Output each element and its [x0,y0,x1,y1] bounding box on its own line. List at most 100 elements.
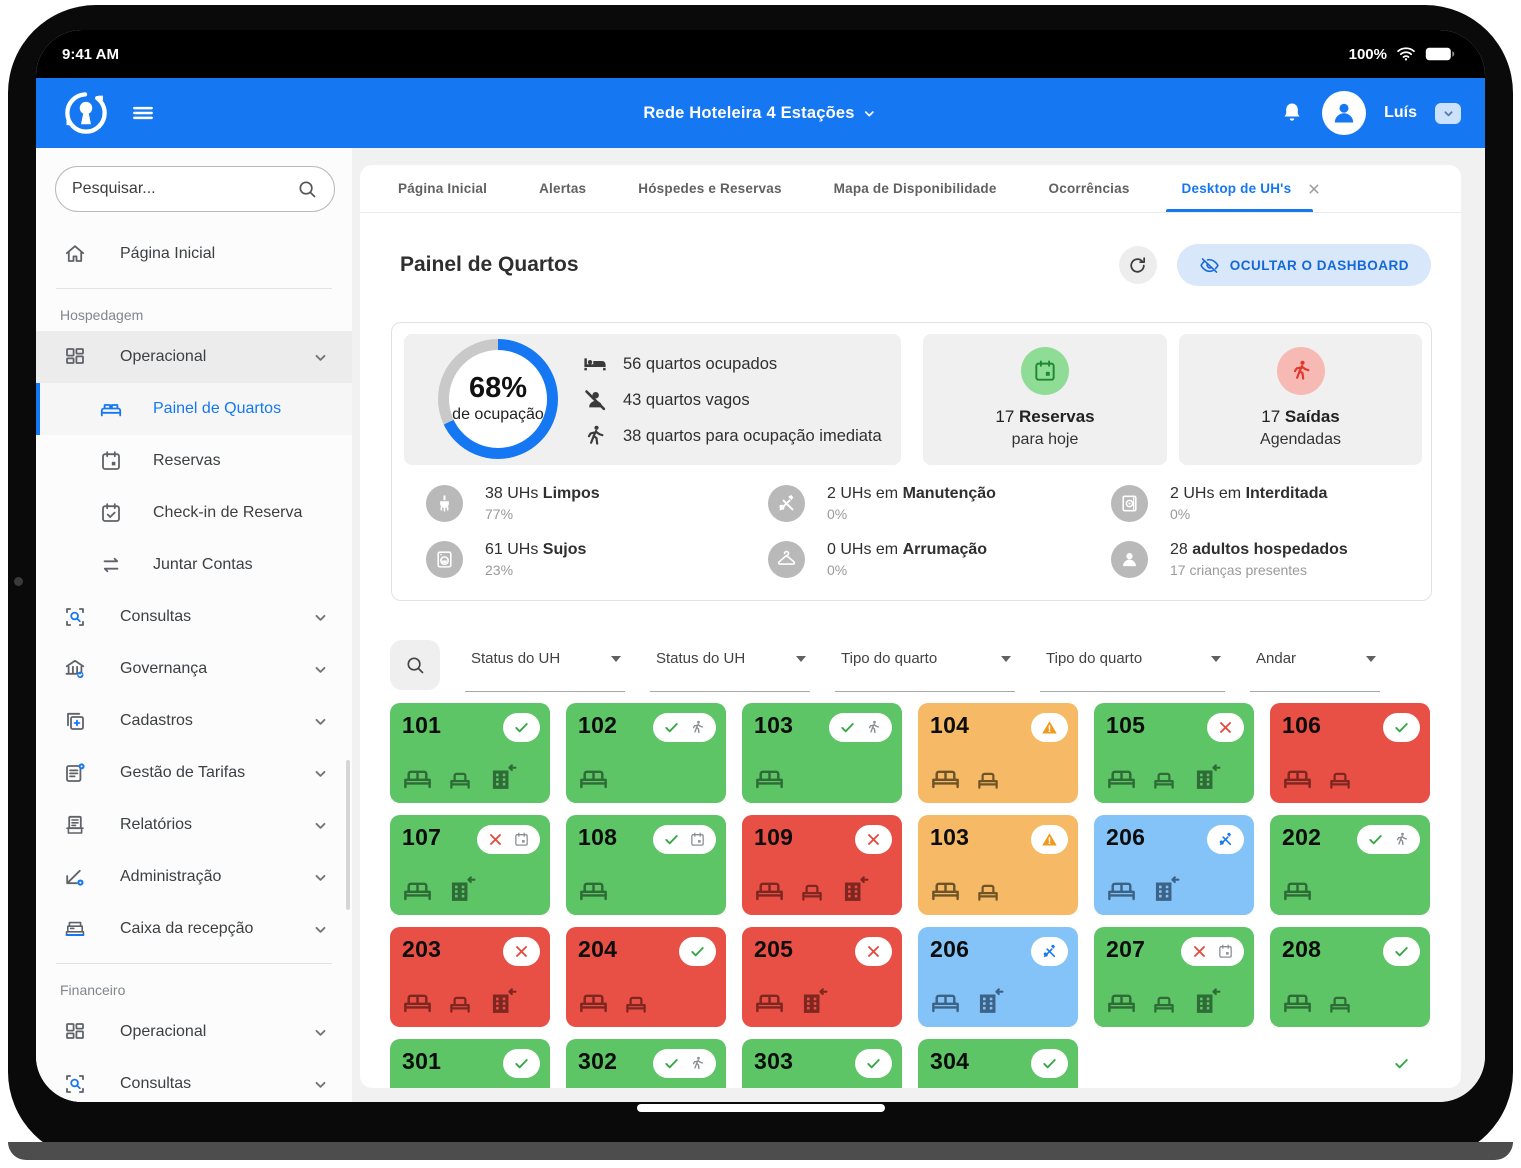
calendar-icon [689,831,706,848]
sidebar-item-check-in-de-reserva[interactable]: Check-in de Reserva [36,487,352,539]
room-card-105[interactable]: 105 [1094,703,1254,803]
tab-mapa-de-disponibilidade[interactable]: Mapa de Disponibilidade [808,165,1023,212]
filter-status-do-uh-1[interactable]: Status do UH [465,640,625,692]
tab-hospedes-e-reservas[interactable]: Hóspedes e Reservas [612,165,807,212]
hotel-selector[interactable]: Rede Hoteleira 4 Estações [643,104,877,123]
sidebar-item-juntar-contas[interactable]: Juntar Contas [36,539,352,591]
departures-card: 17 Saídas Agendadas [1179,334,1422,465]
bed-single-icon [446,989,474,1017]
room-card-203[interactable]: 203 [390,927,550,1027]
home-icon [63,242,87,266]
sidebar-item-caixa-da-recepcao[interactable]: Caixa da recepção [36,903,352,955]
sidebar-item-relatorios[interactable]: Relatórios [36,799,352,851]
brush-icon [434,493,455,514]
room-card-202[interactable]: 202 [1270,815,1430,915]
calendar-check-icon [99,501,123,525]
room-bed-icons [930,986,1005,1017]
hide-dashboard-label: OCULTAR O DASHBOARD [1229,257,1409,273]
filter-status-do-uh-2[interactable]: Status do UH [650,640,810,692]
room-card-108[interactable]: 108 [566,815,726,915]
tab-desktop-de-uh-s[interactable]: Desktop de UH's [1156,165,1348,212]
sidebar-item-pagina-inicial[interactable]: Página Inicial [36,228,352,280]
room-card-109[interactable]: 109 [742,815,902,915]
occupancy-item-text: 43 quartos vagos [623,390,750,409]
sidebar-section-label: Financeiro [60,982,126,998]
room-card-301[interactable]: 301 [390,1039,550,1088]
room-card-103[interactable]: 103 [918,815,1078,915]
tab-label: Mapa de Disponibilidade [833,181,997,196]
menu-icon[interactable] [130,100,156,126]
sidebar: Pesquisar... Página Inicial Hospedagem Ope… [36,148,352,1102]
room-number: 108 [578,824,618,850]
close-tab-icon[interactable] [1307,182,1321,196]
sidebar-item-operacional[interactable]: Operacional [36,331,352,383]
sidebar-item-consultas[interactable]: Consultas [36,591,352,643]
tab-pagina-inicial[interactable]: Página Inicial [372,165,513,212]
notifications-bell-icon[interactable] [1280,101,1304,125]
room-card-302[interactable]: 302 [566,1039,726,1088]
room-card-107[interactable]: 107 [390,815,550,915]
sidebar-item-label: Check-in de Reserva [153,504,303,521]
room-card-205[interactable]: 205 [742,927,902,1027]
avatar[interactable] [1322,91,1367,135]
tools-icon [776,493,797,514]
stat-interditada: 2 UHs em Interditada 0% [1111,475,1421,531]
app-header: Rede Hoteleira 4 Estações Luís [36,78,1485,148]
sidebar-item-reservas[interactable]: Reservas [36,435,352,487]
room-status-pill [1207,825,1244,854]
room-card-207[interactable]: 207 [1094,927,1254,1027]
room-status-pill [653,825,716,854]
sidebar-item-governanca[interactable]: Governança [36,643,352,695]
sidebar-scrollbar[interactable] [346,760,350,910]
search-frame-icon [63,605,87,629]
sidebar-item-label: Reservas [153,452,221,469]
user-menu-chevron[interactable] [1435,102,1461,124]
bed-double-icon [1106,874,1137,905]
room-card[interactable] [1270,1039,1430,1088]
tab-ocorrencias[interactable]: Ocorrências [1023,165,1156,212]
room-card-103[interactable]: 103 [742,703,902,803]
room-card-303[interactable]: 303 [742,1039,902,1088]
room-bed-icons [1282,986,1354,1017]
refresh-icon [1127,255,1148,276]
tab-bar: Página Inicial Alertas Hóspedes e Reservas… [360,165,1461,213]
sidebar-item-administracao[interactable]: Administração [36,851,352,903]
search-frame-icon [63,1072,87,1096]
search-input[interactable]: Pesquisar... [55,166,335,212]
room-card-208[interactable]: 208 [1270,927,1430,1027]
sidebar-item-painel-de-quartos[interactable]: Painel de Quartos [36,383,352,435]
room-bed-icons [754,874,870,905]
room-status-pill [1383,713,1420,742]
sidebar-item-label: Governança [120,660,208,677]
grid-icon [63,1020,87,1044]
filter-tipo-do-quarto-4[interactable]: Tipo do quarto [1040,640,1225,692]
room-card-304[interactable]: 304 [918,1039,1078,1088]
refresh-button[interactable] [1118,246,1157,284]
room-card-104[interactable]: 104 [918,703,1078,803]
sidebar-item-consultas[interactable]: Consultas [36,1058,352,1102]
eye-off-icon [1199,255,1220,276]
chevron-down-icon [311,764,330,783]
sidebar-item-cadastros[interactable]: Cadastros [36,695,352,747]
stat-icon-circle [426,484,463,522]
sidebar-item-label: Gestão de Tarifas [120,764,246,781]
home-indicator[interactable] [636,1104,885,1112]
room-card-106[interactable]: 106 [1270,703,1430,803]
room-status-pill [1383,937,1420,966]
filter-tipo-do-quarto-3[interactable]: Tipo do quarto [835,640,1015,692]
sidebar-item-operacional[interactable]: Operacional [36,1006,352,1058]
hide-dashboard-button[interactable]: OCULTAR O DASHBOARD [1176,244,1431,286]
sidebar-item-gestao-de-tarifas[interactable]: Gestão de Tarifas [36,747,352,799]
room-card-204[interactable]: 204 [566,927,726,1027]
room-card-206[interactable]: 206 [918,927,1078,1027]
room-number: 106 [1282,712,1322,738]
tab-alertas[interactable]: Alertas [513,165,612,212]
filter-andar-5[interactable]: Andar [1250,640,1380,692]
grid-search-button[interactable] [390,640,440,690]
room-card-101[interactable]: 101 [390,703,550,803]
bed-double-icon [402,762,433,793]
room-card-102[interactable]: 102 [566,703,726,803]
room-card-206[interactable]: 206 [1094,815,1254,915]
occupancy-breakdown: 56 quartos ocupados 43 quartos vagos 38 qu… [582,346,891,454]
room-number: 103 [930,824,970,850]
